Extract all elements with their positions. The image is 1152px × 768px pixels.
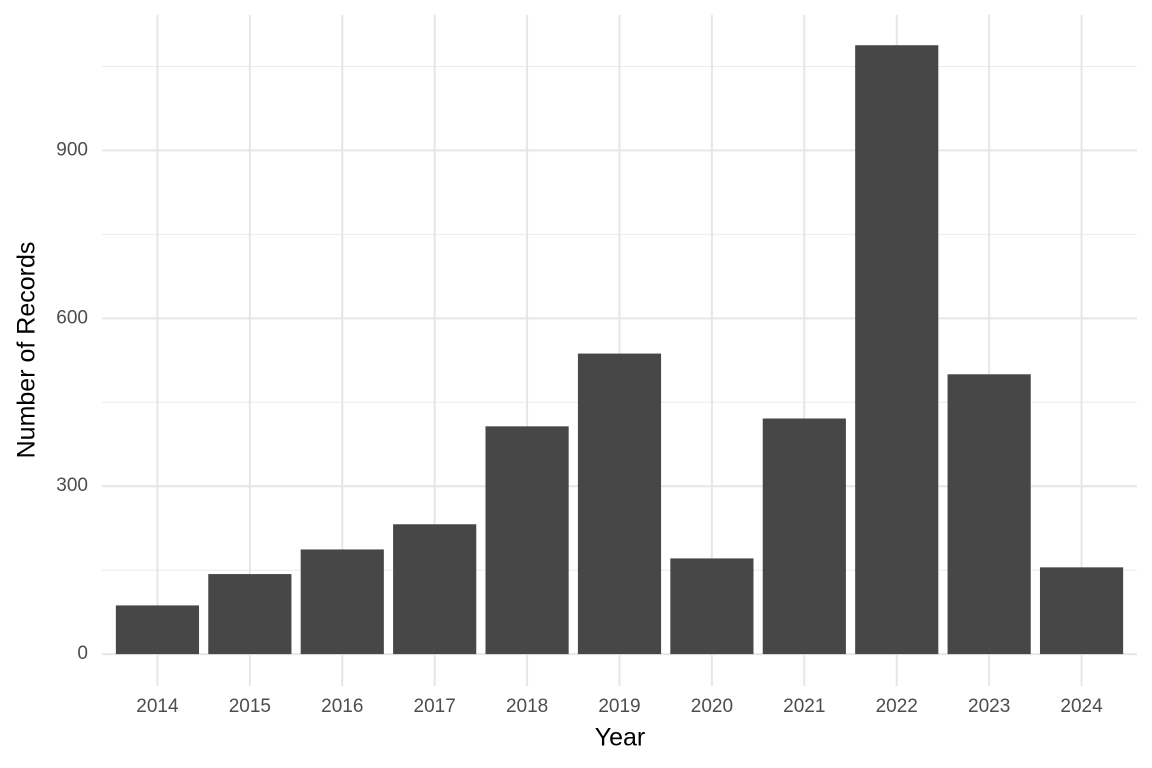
x-tick-label: 2019	[598, 696, 640, 717]
x-tick-label: 2020	[691, 696, 733, 717]
bar	[947, 374, 1031, 655]
bar	[855, 45, 939, 655]
y-tick-label: 600	[56, 307, 88, 328]
bar	[208, 574, 292, 655]
x-tick-label: 2024	[1060, 696, 1103, 717]
y-tick-label: 300	[56, 475, 88, 496]
bar	[670, 558, 754, 655]
x-tick-label: 2021	[783, 696, 825, 717]
x-tick-label: 2015	[229, 696, 271, 717]
bar	[393, 524, 477, 655]
x-tick-label: 2017	[414, 696, 456, 717]
bar	[762, 418, 846, 655]
x-tick-label: 2023	[968, 696, 1010, 717]
bars	[115, 45, 1124, 655]
y-axis-title: Number of Records	[13, 242, 41, 459]
x-tick-label: 2022	[876, 696, 918, 717]
x-tick-label: 2014	[136, 696, 179, 717]
bar	[115, 605, 200, 655]
bar	[577, 353, 662, 655]
y-tick-label: 900	[56, 139, 88, 160]
bar	[300, 549, 384, 655]
x-tick-label: 2016	[321, 696, 363, 717]
y-tick-label: 0	[77, 643, 88, 664]
x-axis-title: Year	[595, 724, 646, 752]
bar	[485, 426, 569, 655]
bar	[1039, 567, 1124, 655]
x-tick-label: 2018	[506, 696, 548, 717]
